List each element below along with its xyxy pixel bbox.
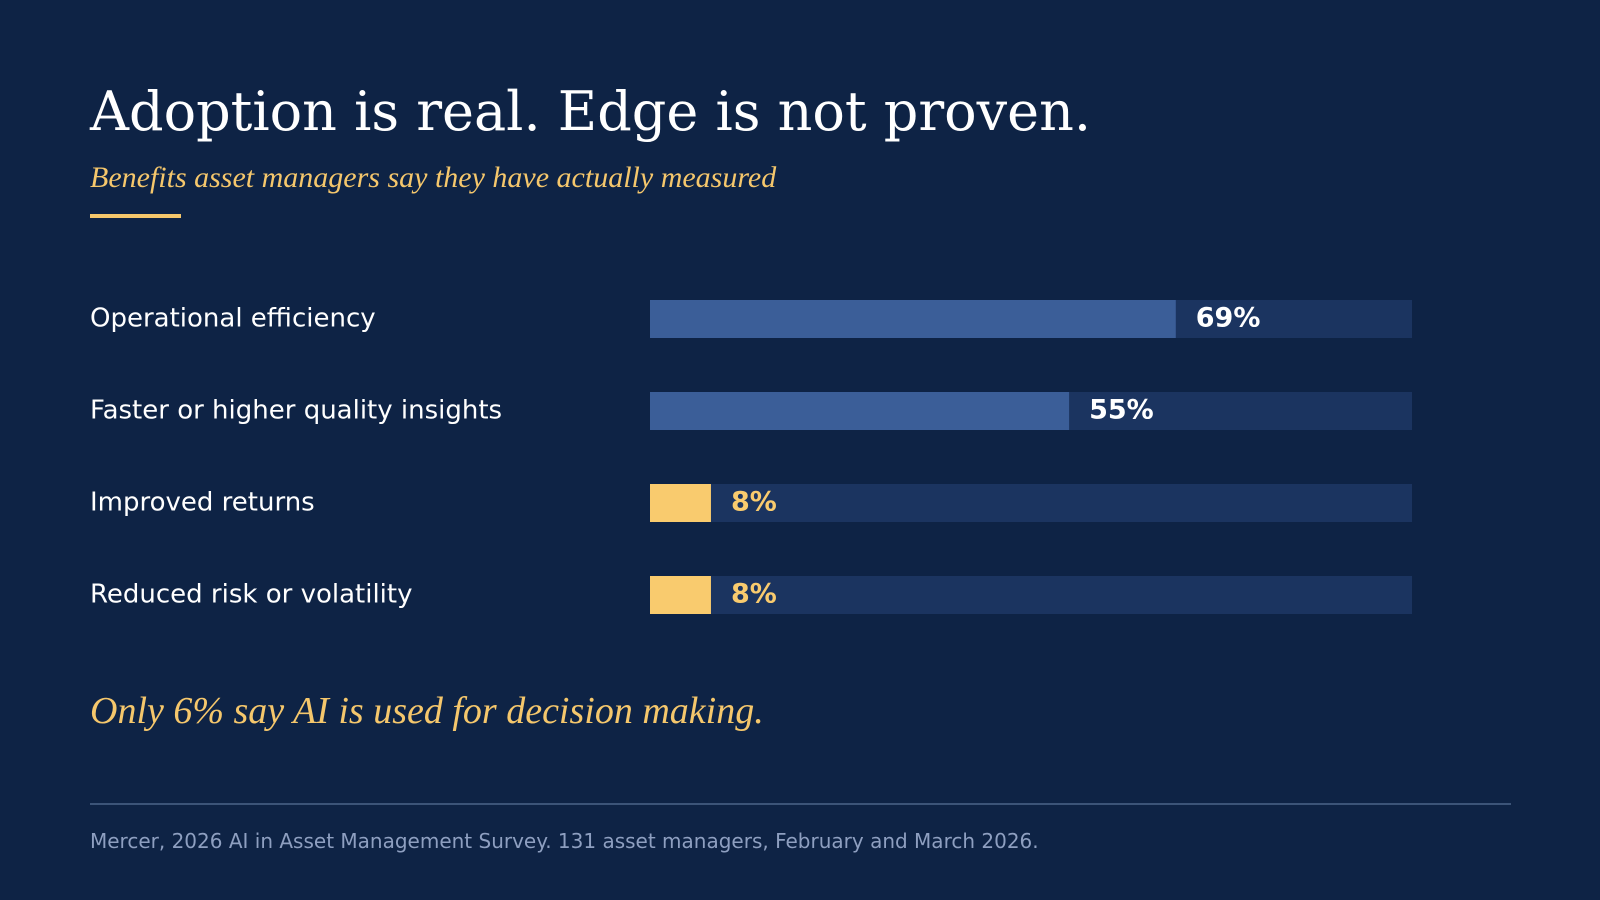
bar-chart: Operational efficiency 69% Faster or highe… xyxy=(90,300,1412,614)
title-underline xyxy=(90,214,181,218)
value-label: 8% xyxy=(731,487,777,518)
chart-subtitle: Benefits asset managers say they have ac… xyxy=(90,161,777,194)
footer-divider xyxy=(90,803,1511,805)
bar-track xyxy=(650,484,1412,522)
value-label: 55% xyxy=(1089,395,1154,426)
callout-text: Only 6% say AI is used for decision maki… xyxy=(90,690,764,732)
category-label: Reduced risk or volatility xyxy=(90,580,412,610)
value-label: 8% xyxy=(731,579,777,610)
source-note: Mercer, 2026 AI in Asset Management Surv… xyxy=(90,829,1039,853)
bar-track xyxy=(650,576,1412,614)
bar xyxy=(650,576,711,614)
bar xyxy=(650,392,1070,430)
value-label: 69% xyxy=(1196,303,1261,334)
category-label: Operational efficiency xyxy=(90,304,376,334)
category-label: Faster or higher quality insights xyxy=(90,396,502,426)
category-label: Improved returns xyxy=(90,488,315,518)
bar xyxy=(650,300,1176,338)
bar xyxy=(650,484,711,522)
chart-title: Adoption is real. Edge is not proven. xyxy=(90,80,1092,143)
